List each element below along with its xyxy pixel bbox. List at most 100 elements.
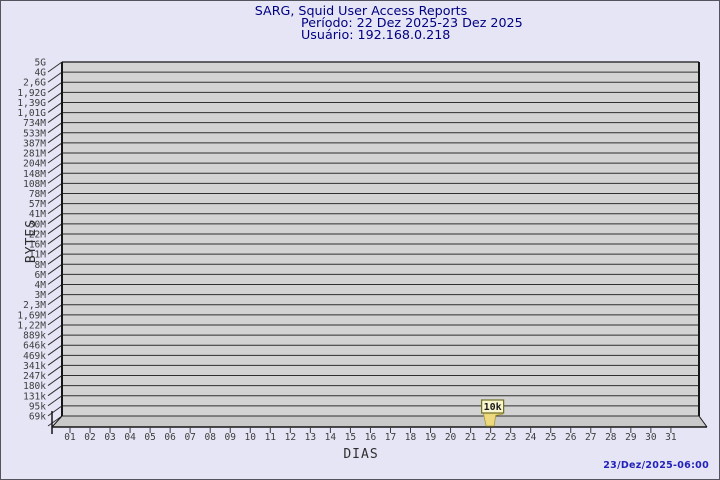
y-tick-label: 1,69M [17, 310, 46, 321]
y-tick-label: 69k [29, 412, 46, 423]
x-tick-label: 19 [425, 432, 437, 443]
x-tick-label: 17 [385, 432, 396, 443]
x-tick-label: 03 [104, 432, 115, 443]
plot-area [62, 62, 699, 416]
chart-floor-3d [52, 416, 707, 427]
y-tick [47, 354, 63, 366]
y-tick-label: 11M [29, 250, 46, 261]
y-tick [47, 132, 63, 144]
x-tick-label: 21 [465, 432, 477, 443]
x-tick-label: 20 [445, 432, 457, 443]
y-tick-label: 3M [35, 290, 47, 301]
y-tick-label: 8M [35, 260, 47, 271]
x-tick-label: 06 [164, 432, 176, 443]
x-tick-label: 02 [84, 432, 95, 443]
x-tick-label: 16 [365, 432, 377, 443]
y-tick [47, 314, 63, 326]
y-tick [47, 203, 63, 215]
y-tick [47, 395, 63, 407]
y-tick-label: 4M [35, 280, 47, 291]
x-tick-label: 18 [405, 432, 417, 443]
x-tick-label: 09 [225, 432, 237, 443]
y-tick-label: 148M [23, 169, 46, 180]
y-tick-label: 95k [29, 401, 46, 412]
y-tick-label: 1,92G [17, 88, 46, 99]
y-tick [47, 243, 63, 255]
y-tick-label: 6M [35, 270, 47, 281]
y-tick [47, 112, 63, 123]
x-tick-label: 08 [204, 432, 216, 443]
y-tick-label: 247k [23, 371, 46, 382]
y-tick [47, 71, 63, 83]
x-tick-label: 26 [565, 432, 577, 443]
value-flag-label: 10k [484, 402, 502, 413]
y-tick-label: 734M [23, 118, 46, 129]
x-tick-label: 31 [665, 432, 677, 443]
chart-period: Período: 22 Dez 2025-23 Dez 2025 [301, 15, 523, 30]
report-timestamp: 23/Dez/2025-06:00 [603, 460, 709, 471]
y-tick-label: 41M [29, 209, 46, 220]
x-axis-title: DIAS [343, 447, 379, 462]
y-tick [47, 273, 63, 285]
x-tick-label: 23 [505, 432, 516, 443]
y-tick [47, 263, 63, 275]
y-tick [47, 304, 63, 316]
x-tick-label: 05 [144, 432, 155, 443]
y-tick-label: 1,22M [17, 320, 46, 331]
y-tick [47, 334, 63, 346]
y-tick-label: 1,01G [17, 108, 46, 119]
x-tick-label: 07 [184, 432, 195, 443]
x-tick-label: 27 [585, 432, 596, 443]
y-tick [47, 385, 63, 397]
x-tick-label: 28 [605, 432, 617, 443]
y-tick-label: 1,39G [17, 98, 46, 109]
y-tick-label: 341k [23, 361, 46, 372]
y-tick-label: 108M [23, 179, 46, 190]
y-tick-label: 131k [23, 391, 46, 402]
y-tick [47, 81, 63, 93]
y-axis-title: BYTES [24, 218, 39, 264]
y-tick-label: 646k [23, 341, 46, 352]
y-tick-label: 204M [23, 159, 46, 170]
chart-title: SARG, Squid User Access Reports [254, 3, 468, 18]
y-tick [47, 213, 63, 225]
y-tick [47, 284, 63, 295]
y-tick [47, 182, 63, 194]
y-tick-label: 2,6G [23, 78, 46, 89]
y-tick [47, 223, 63, 235]
x-tick-label: 10 [245, 432, 257, 443]
corner-3d-edge [698, 415, 708, 428]
y-tick [47, 233, 63, 245]
y-tick-label: 2,3M [23, 300, 46, 311]
x-tick-label: 24 [525, 432, 537, 443]
value-flag [481, 399, 505, 414]
y-tick-label: 889k [23, 331, 46, 342]
y-tick-label: 533M [23, 128, 46, 139]
y-tick-label: 5G [35, 58, 47, 69]
y-tick [47, 365, 63, 376]
y-tick [47, 253, 63, 265]
x-tick-label: 11 [265, 432, 277, 443]
x-tick-label: 15 [345, 432, 356, 443]
y-tick [47, 405, 63, 417]
y-tick-label: 469k [23, 351, 46, 362]
y-tick [47, 375, 63, 386]
origin-3d-edge [51, 415, 63, 428]
x-tick-label: 14 [325, 432, 337, 443]
y-tick-label: 281M [23, 149, 46, 160]
y-tick [47, 415, 63, 427]
y-tick-label: 30M [29, 219, 46, 230]
y-tick-label: 4G [35, 68, 47, 79]
chart-user: Usuário: 192.168.0.218 [301, 27, 451, 42]
y-tick-label: 16M [29, 240, 46, 251]
x-tick-label: 25 [545, 432, 556, 443]
y-tick [47, 142, 63, 154]
y-tick [47, 102, 63, 113]
y-tick-label: 78M [29, 189, 46, 200]
x-tick-label: 29 [625, 432, 637, 443]
x-tick-label: 04 [124, 432, 136, 443]
x-tick-label: 13 [305, 432, 316, 443]
y-tick [47, 61, 63, 73]
